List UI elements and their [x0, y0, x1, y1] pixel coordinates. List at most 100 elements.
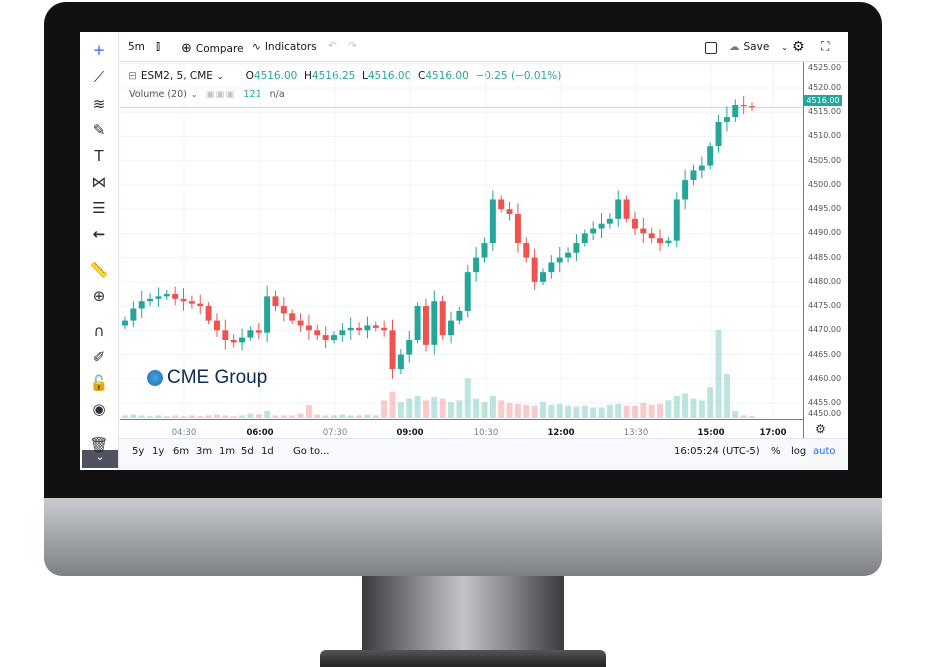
candle: [540, 272, 546, 282]
volume-bar: [615, 403, 622, 418]
volume-bar: [598, 407, 605, 418]
low-value: 4516.00: [367, 70, 412, 82]
volume-bar: [640, 403, 647, 418]
volume-bar: [531, 405, 538, 418]
trash-icon: 🗑: [89, 436, 109, 454]
zoom-in-tool[interactable]: ⊕: [80, 284, 118, 308]
candle: [122, 320, 128, 326]
range-1m[interactable]: 1m: [219, 446, 236, 457]
symbol-legend[interactable]: ⊟ ESM2, 5, CME ⌄ O4516.00 H4516.25 L4516.…: [128, 70, 561, 82]
trend-line-icon: ⟋: [93, 68, 105, 86]
time-tick-label: 17:00: [759, 428, 787, 438]
volume-bar: [715, 330, 722, 418]
candle: [364, 325, 371, 331]
fib-tool[interactable]: ≋: [80, 92, 118, 116]
volume-bar: [155, 415, 162, 418]
candle: [506, 209, 513, 214]
candle: [514, 213, 521, 244]
fullscreen-button[interactable]: ⛶: [821, 39, 829, 54]
volume-bar: [749, 416, 755, 418]
brush-tool[interactable]: ✎: [80, 118, 118, 142]
candle: [222, 330, 229, 340]
collapse-toolbar-button[interactable]: ⌄: [82, 450, 118, 468]
log-toggle[interactable]: log: [791, 446, 807, 457]
volume-bar: [673, 396, 680, 418]
volume-legend[interactable]: Volume (20) ⌄ ▣▣▣ 121 n/a: [129, 89, 285, 100]
candle: [690, 170, 697, 181]
undo-button[interactable]: ↶: [328, 40, 337, 52]
candle: [431, 301, 438, 345]
candle: [623, 199, 630, 219]
volume-bar: [272, 415, 279, 418]
save-button[interactable]: ☁ Save ⌄: [729, 41, 788, 53]
layout-button[interactable]: [705, 42, 717, 54]
settings-button[interactable]: ⚙: [792, 39, 805, 55]
volume-bar: [205, 415, 212, 418]
chart-type-button[interactable]: ⫾: [156, 39, 160, 54]
candle: [213, 320, 220, 331]
ruler-tool[interactable]: 📏: [80, 258, 118, 282]
percent-toggle[interactable]: %: [771, 446, 781, 457]
candle: [498, 199, 505, 210]
candle: [381, 327, 388, 331]
trend-line-tool[interactable]: ⟋: [80, 65, 118, 89]
volume-bar: [657, 403, 664, 418]
candle: [523, 243, 530, 258]
price-tick-label: 4450.00: [808, 409, 842, 418]
candle: [740, 104, 747, 107]
candle: [456, 310, 463, 321]
eye-tool[interactable]: ◉: [80, 397, 118, 421]
monitor-chin: [44, 498, 882, 576]
candle: [682, 180, 689, 200]
volume-bar: [581, 405, 588, 418]
arrow-left-tool[interactable]: ←: [80, 222, 118, 246]
volume-controls-icon[interactable]: ▣▣▣: [205, 89, 236, 100]
interval-button[interactable]: 5m: [128, 41, 145, 53]
redo-button[interactable]: ↷: [348, 40, 357, 52]
compare-button[interactable]: ⊕ Compare: [181, 41, 244, 56]
close-value: 4516.00: [425, 70, 469, 82]
trash-tool[interactable]: 🗑: [80, 433, 118, 457]
lock-tool[interactable]: 🔓: [80, 371, 118, 395]
forecast-tool[interactable]: ☰: [80, 196, 118, 220]
pattern-tool[interactable]: ⋈: [80, 170, 118, 194]
volume-bar: [280, 415, 287, 418]
indicators-button[interactable]: ∿ Indicators: [252, 41, 317, 53]
auto-toggle[interactable]: auto: [813, 446, 836, 457]
ruler-icon: 📏: [89, 261, 109, 279]
candle: [305, 325, 312, 331]
candle: [188, 301, 195, 304]
candle: [673, 199, 680, 241]
candle: [339, 330, 346, 336]
range-1y[interactable]: 1y: [152, 446, 165, 457]
collapse-icon: ⊟: [128, 70, 137, 82]
range-3m[interactable]: 3m: [196, 446, 213, 457]
volume-label: Volume (20): [129, 89, 187, 100]
volume-bar: [523, 404, 530, 418]
range-6m[interactable]: 6m: [173, 446, 190, 457]
range-5d[interactable]: 5d: [241, 446, 254, 457]
range-1d[interactable]: 1d: [261, 446, 274, 457]
candle: [272, 296, 279, 307]
range-5y[interactable]: 5y: [132, 446, 145, 457]
volume-bar: [439, 398, 446, 418]
candle: [372, 325, 379, 328]
crosshair-tool[interactable]: +: [80, 38, 118, 62]
volume-bar: [498, 400, 505, 418]
goto-button[interactable]: Go to...: [293, 446, 330, 457]
axis-settings-icon[interactable]: ⚙: [815, 422, 826, 436]
lock-drawing-tool[interactable]: ✐: [80, 345, 118, 369]
cloud-icon: ☁: [729, 41, 740, 53]
volume-bar: [414, 396, 421, 418]
price-chart[interactable]: [120, 62, 803, 420]
chevron-down-icon: ⌄: [781, 42, 788, 52]
text-tool[interactable]: T: [80, 144, 118, 168]
magnet-tool[interactable]: ∩: [80, 319, 118, 343]
lock-drawing-icon: ✐: [92, 348, 106, 366]
candle: [264, 296, 271, 333]
volume-bar: [314, 414, 321, 418]
zoom-in-icon: ⊕: [92, 287, 106, 305]
change-value: −0.25 (−0.01%): [475, 70, 562, 82]
chart-screen: ⌄ 5m ⫾ ⊕ Compare ∿ Indicators ↶ ↷ ☁ Save ⌄ ⚙…: [80, 32, 848, 470]
plus-circle-icon: ⊕: [181, 41, 192, 56]
